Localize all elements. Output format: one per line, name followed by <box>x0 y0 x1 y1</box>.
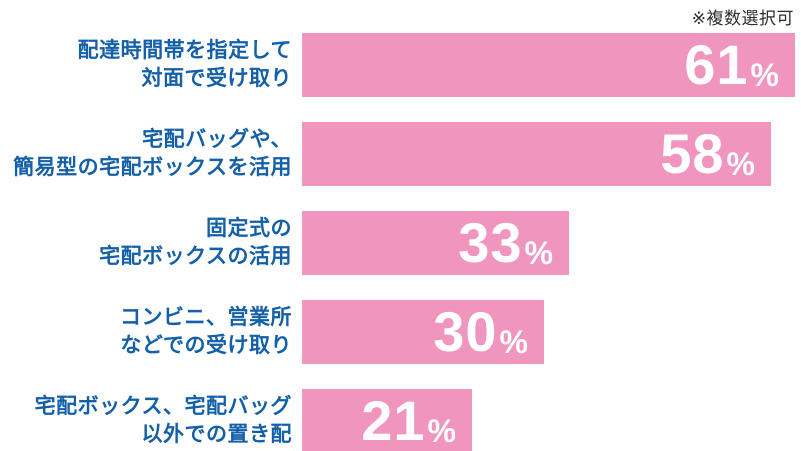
bar-label: 宅配ボックス、宅配バッグ 以外での置き配 <box>34 394 292 446</box>
bar-value: 21 <box>361 389 426 451</box>
bar-label: 配達時間帯を指定して 対面で受け取り <box>77 38 292 90</box>
bar-label: コンビニ、営業所 などでの受け取り <box>120 305 292 357</box>
bar-track: 61 % <box>302 33 801 97</box>
chart-note: ※複数選択可 <box>691 9 794 28</box>
bar-row: 固定式の 宅配ボックスの活用 33 % <box>0 211 801 275</box>
bar-rows: 配達時間帯を指定して 対面で受け取り 61 % 宅配バッグや、 簡易型の宅配ボッ… <box>0 33 801 451</box>
bar-track: 21 % <box>302 389 801 451</box>
bar-value-unit: % <box>726 146 755 182</box>
bar: 21 % <box>302 389 472 451</box>
bar-row: 宅配バッグや、 簡易型の宅配ボックスを活用 58 % <box>0 122 801 186</box>
bar-label: 宅配バッグや、 簡易型の宅配ボックスを活用 <box>13 127 292 179</box>
bar-value-unit: % <box>750 57 779 93</box>
bar-value-unit: % <box>524 235 553 271</box>
bar-track: 30 % <box>302 300 801 364</box>
bar-value-unit: % <box>499 324 528 360</box>
bar: 33 % <box>302 211 569 275</box>
bar-track: 33 % <box>302 211 801 275</box>
bar: 61 % <box>302 33 795 97</box>
bar-value-unit: % <box>427 413 456 449</box>
bar-row: 宅配ボックス、宅配バッグ 以外での置き配 21 % <box>0 389 801 451</box>
bar-value: 58 <box>660 122 725 185</box>
bar-label: 固定式の 宅配ボックスの活用 <box>99 216 292 268</box>
bar-value: 61 <box>684 33 749 96</box>
bar-row: コンビニ、営業所 などでの受け取り 30 % <box>0 300 801 364</box>
bar: 30 % <box>302 300 544 364</box>
bar-value: 33 <box>458 211 523 274</box>
bar: 58 % <box>302 122 771 186</box>
bar-track: 58 % <box>302 122 801 186</box>
bar-row: 配達時間帯を指定して 対面で受け取り 61 % <box>0 33 801 97</box>
bar-value: 30 <box>433 300 498 363</box>
